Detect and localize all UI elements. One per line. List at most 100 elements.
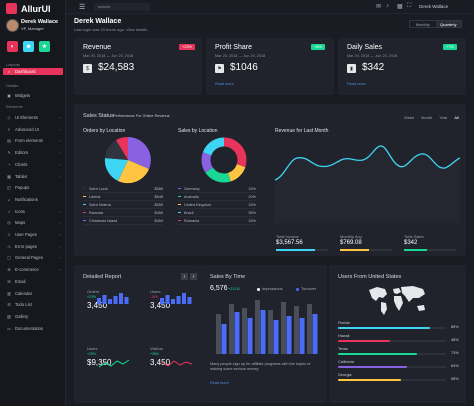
sidebar-item-ui-elements[interactable]: ◇ UI Elements › [3, 114, 63, 121]
sidebar-item-notifications[interactable]: ♫ Notifications [3, 196, 63, 203]
sales-tabs: Week Month Year All [404, 115, 459, 120]
legend-swatch [83, 203, 86, 206]
legend-value: $454 [154, 218, 163, 223]
sidebar-item-todo-list[interactable]: ☰ Todo List [3, 301, 63, 308]
period-monthly[interactable]: Monthly [415, 21, 430, 27]
sidebar-item-e-commerce[interactable]: ⊕ E-commerce › [3, 266, 63, 273]
sidebar-item-label: Documentation [15, 325, 44, 331]
quick-action-pie-icon[interactable]: ◐ [7, 41, 18, 52]
last-login-text[interactable]: Last login was 23 hours ago. View detail… [74, 27, 148, 32]
time-bar-turnover [247, 318, 253, 354]
time-bar-turnover [299, 318, 305, 354]
sidebar-item-maps[interactable]: ◎ Maps › [3, 219, 63, 226]
time-bar-impressions [294, 306, 299, 354]
sidebar-item-popups[interactable]: ◰ Popups [3, 184, 63, 191]
sales-donut-chart [201, 137, 247, 183]
state-label: Texas [338, 347, 348, 351]
detailed-report-title: Detailed Report [83, 274, 122, 280]
legend-impressions-label: Impressions [262, 287, 283, 291]
legend-row: Brazil 35% [178, 209, 256, 217]
sidebar-item-advanced-ui[interactable]: ≡ Advanced UI › [3, 126, 63, 133]
sidebar-item-icons[interactable]: ☆ Icons › [3, 208, 63, 215]
sidebar [0, 0, 66, 406]
quick-action-star-icon[interactable]: ★ [39, 41, 50, 52]
star-icon: ☆ [7, 208, 11, 214]
sales-time-read-more[interactable]: Read more [210, 381, 229, 385]
sidebar-item-error-pages[interactable]: ⚠ Error pages › [3, 243, 63, 250]
sidebar-item-label: Charts [15, 161, 28, 167]
legend-swatch [178, 211, 181, 214]
kpi-label: Monthly Avg [340, 234, 362, 239]
sidebar-item-label: Advanced UI [15, 126, 39, 132]
page-icon: ▢ [7, 255, 11, 261]
state-label: Florida [338, 321, 350, 325]
legend-row: Christmas Island $454 [83, 217, 163, 225]
report-mini-line-chart [99, 359, 130, 368]
state-pct: 85% [451, 325, 459, 329]
mini-line [99, 359, 130, 368]
chevron-right-icon: › [59, 150, 61, 156]
cart-icon: ⊕ [7, 267, 11, 273]
time-bar-impressions [307, 304, 312, 354]
mini-bar [113, 296, 118, 304]
bell-icon[interactable]: ♪ [386, 3, 389, 9]
quick-action-user-icon[interactable]: ☻ [23, 41, 34, 52]
stat-title: Daily Sales [347, 44, 383, 51]
legend-swatch [178, 203, 181, 206]
stat-date: Mar 20, 2018 — Jun 20, 2018 [215, 54, 266, 58]
sidebar-item-widgets[interactable]: ▣ Widgets [3, 92, 63, 99]
sidebar-item-email[interactable]: ✉ Email [3, 278, 63, 285]
sidebar-item-user-pages[interactable]: ☺ User Pages › [3, 231, 63, 238]
report-metric-pct: +23% [87, 295, 97, 299]
sidebar-item-general-pages[interactable]: ▢ General Pages › [3, 254, 63, 261]
envelope-icon[interactable]: ✉ [376, 4, 382, 10]
period-quarterly[interactable]: Quarterly [435, 21, 461, 27]
sidebar-item-documentation[interactable]: ▭ Documentation [3, 325, 63, 332]
avatar[interactable] [6, 19, 19, 32]
mini-bar [119, 293, 123, 304]
pie-slice-saint-helena [104, 158, 128, 181]
next-arrow-icon[interactable]: › [190, 273, 197, 280]
gallery-icon: ▧ [7, 313, 11, 319]
state-pct: 73% [451, 351, 459, 355]
popup-icon: ◰ [7, 185, 11, 191]
fullscreen-icon[interactable]: ⛶ [407, 3, 412, 9]
sidebar-item-calendar[interactable]: ▥ Calendar [3, 290, 63, 297]
period-toggle[interactable]: Monthly Quarterly [409, 20, 462, 28]
mini-bar [165, 295, 170, 304]
ui-icon: ◇ [7, 115, 11, 120]
search-input[interactable]: search [94, 3, 150, 11]
tab-month[interactable]: Month [421, 115, 433, 120]
sidebar-item-tables[interactable]: ▦ Tables › [3, 173, 63, 180]
legend-label: United Kingdom [184, 202, 212, 207]
sidebar-item-form-elements[interactable]: ▤ Form elements › [3, 137, 63, 144]
brand-logo[interactable]: AllurUI [6, 3, 51, 14]
time-bar-impressions [255, 300, 260, 354]
sidebar-item-dashboard[interactable]: ⌂ Dashboard [3, 68, 63, 75]
prev-arrow-icon[interactable]: ‹ [181, 273, 188, 280]
legend-value: $586 [154, 186, 163, 191]
stat-read-more[interactable]: Read more [215, 82, 234, 86]
report-mini-line-chart [162, 360, 193, 367]
tab-all[interactable]: All [454, 115, 459, 120]
sidebar-item-editors[interactable]: ✎ Editors › [3, 149, 63, 156]
tab-week[interactable]: Week [404, 115, 415, 120]
state-progress [338, 366, 446, 368]
sidebar-item-charts[interactable]: ◔ Charts › [3, 161, 63, 168]
topbar-user-name[interactable]: Derek Wallace [419, 4, 449, 9]
sidebar-item-gallery[interactable]: ▧ Gallery [3, 313, 63, 320]
users-us-title: Users From United States [338, 274, 402, 280]
legend-row: Australia 20% [178, 193, 256, 201]
layers-icon: ≡ [7, 126, 11, 132]
stat-read-more[interactable]: Read more [347, 82, 366, 86]
report-metric-label: Users [150, 289, 161, 294]
world-map [369, 286, 425, 315]
legend-value: 15% [248, 202, 256, 207]
time-bar-turnover [221, 324, 227, 354]
menu-icon[interactable]: ☰ [79, 4, 86, 11]
list-icon: ☰ [7, 302, 11, 308]
tab-year[interactable]: Year [439, 115, 448, 120]
grid-icon[interactable]: ▦ [397, 4, 403, 10]
form-icon: ▤ [7, 138, 11, 144]
kpi-label: Total Income [276, 234, 299, 239]
